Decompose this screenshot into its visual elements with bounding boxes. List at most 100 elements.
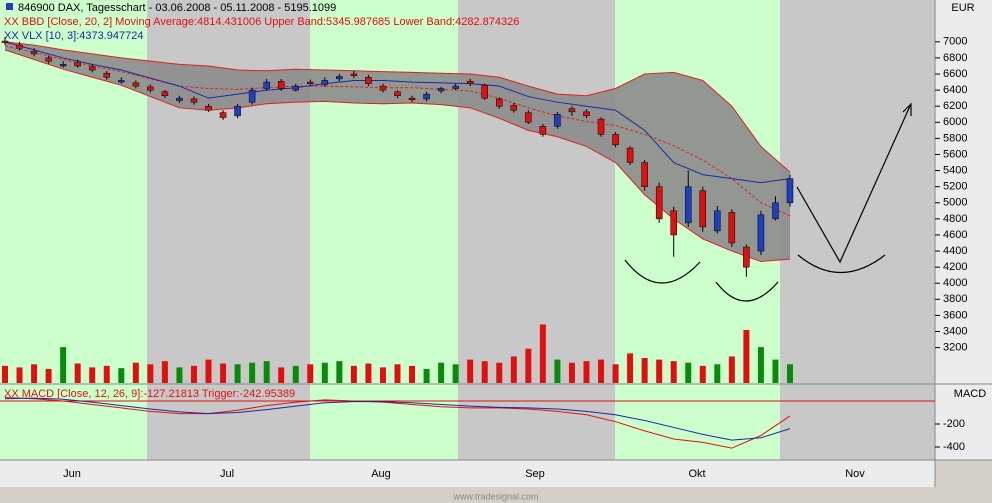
candle-body bbox=[321, 80, 329, 85]
volume-bar bbox=[583, 361, 590, 383]
volume-bar bbox=[568, 362, 575, 383]
volume-bar bbox=[336, 361, 343, 383]
volume-bar bbox=[350, 365, 357, 383]
volume-bar bbox=[45, 368, 52, 383]
candle-body bbox=[248, 89, 256, 103]
volume-bar bbox=[190, 365, 197, 383]
arc bbox=[624, 259, 701, 284]
volume-bar bbox=[205, 359, 212, 383]
y-tick-label: 6800 bbox=[943, 52, 967, 64]
volume-bar bbox=[74, 363, 81, 383]
band bbox=[310, 0, 458, 460]
upper-band bbox=[4, 41, 791, 173]
candle-body bbox=[539, 126, 547, 135]
y-tick-label: 4600 bbox=[943, 229, 967, 241]
macd-label: XX MACD [Close, 12, 26, 9]:-127.21813 Tr… bbox=[4, 388, 295, 400]
y2-tick-label: -200 bbox=[943, 418, 965, 430]
volume-bar bbox=[714, 364, 721, 383]
candle-body bbox=[714, 210, 721, 232]
volume-bar bbox=[409, 365, 416, 383]
candle-body bbox=[336, 76, 343, 80]
volume-bar bbox=[612, 364, 619, 383]
volume-bar bbox=[641, 358, 648, 383]
candle-body bbox=[147, 86, 154, 91]
vlx-line bbox=[4, 41, 791, 184]
candle-body bbox=[365, 76, 372, 84]
candle-body bbox=[684, 186, 692, 224]
candle-body bbox=[234, 105, 241, 117]
candle-body bbox=[1, 40, 9, 43]
right-axis-bg bbox=[935, 0, 992, 460]
y-tick-label: 4800 bbox=[943, 213, 967, 225]
volume-bar bbox=[772, 359, 779, 383]
volume-bar bbox=[787, 364, 793, 383]
volume-bar bbox=[307, 364, 314, 383]
macd-line bbox=[4, 397, 791, 449]
y-tick-label: 5400 bbox=[943, 164, 967, 176]
volume-bar bbox=[467, 359, 474, 383]
volume-bar bbox=[598, 359, 605, 383]
candle-body bbox=[132, 82, 140, 87]
x-tick-label: Aug bbox=[371, 468, 391, 480]
volume-bar bbox=[525, 348, 532, 383]
candle-body bbox=[728, 212, 736, 244]
x-tick-label: Okt bbox=[688, 468, 705, 480]
y-tick-label: 4200 bbox=[943, 261, 967, 273]
candle-body bbox=[583, 111, 590, 117]
volume-bar bbox=[539, 324, 546, 383]
y-tick-label: 6600 bbox=[943, 68, 967, 80]
x-tick-label: Jun bbox=[63, 468, 81, 480]
volume-bar bbox=[220, 363, 227, 383]
candle-body bbox=[59, 64, 67, 67]
volume-bar bbox=[656, 359, 663, 383]
volume-bar bbox=[379, 367, 386, 383]
candle-body bbox=[16, 44, 23, 49]
y-tick-label: 5600 bbox=[943, 148, 967, 160]
y-tick-label: 5000 bbox=[943, 197, 967, 209]
candle-body bbox=[655, 186, 663, 220]
x-tick-label: Nov bbox=[845, 468, 865, 480]
candle-body bbox=[626, 147, 634, 163]
volume-bar bbox=[496, 362, 503, 383]
bbd-label: XX BBD [Close, 20, 2] Moving Average:481… bbox=[4, 16, 519, 28]
volume-bar bbox=[234, 364, 241, 383]
volume-bar bbox=[321, 362, 328, 383]
volume-bar bbox=[16, 367, 23, 383]
vlx-label: XX VLX [10, 3]:4373.947724 bbox=[4, 30, 143, 42]
candle-body bbox=[452, 85, 459, 89]
trigger-line bbox=[4, 397, 791, 441]
candle-body bbox=[103, 72, 111, 78]
y-tick-label: 6000 bbox=[943, 116, 967, 128]
y-tick-label: 5800 bbox=[943, 132, 967, 144]
currency: EUR bbox=[951, 2, 974, 14]
volume-bar bbox=[89, 367, 96, 383]
candle-body bbox=[525, 112, 532, 123]
candle-body bbox=[743, 246, 750, 268]
x-tick-label: Jul bbox=[220, 468, 234, 480]
candle-body bbox=[205, 105, 212, 111]
volume-bar bbox=[554, 359, 561, 383]
y2-tick-label: -400 bbox=[943, 441, 965, 453]
candle-body bbox=[423, 93, 430, 100]
candle-body bbox=[597, 118, 605, 135]
footer: www.tradesignal.com bbox=[452, 491, 538, 501]
volume-bar bbox=[452, 364, 459, 383]
volume-bar bbox=[699, 365, 706, 383]
title: 846900 DAX, Tagesschart - 03.06.2008 - 0… bbox=[18, 2, 336, 14]
band-area bbox=[5, 41, 790, 262]
volume-bar bbox=[481, 361, 488, 383]
candle-body bbox=[292, 85, 299, 91]
arc bbox=[715, 281, 779, 302]
candle-body bbox=[408, 97, 416, 101]
candle-body bbox=[772, 202, 779, 220]
y-tick-label: 6400 bbox=[943, 84, 967, 96]
volume-bar bbox=[278, 367, 285, 383]
x-axis-bg bbox=[0, 460, 935, 487]
volume-bar bbox=[2, 365, 8, 383]
candle-body bbox=[699, 190, 707, 228]
candle-body bbox=[190, 98, 198, 103]
candle-body bbox=[510, 105, 518, 111]
candle-body bbox=[219, 112, 227, 118]
volume-bar bbox=[627, 353, 634, 383]
candle-body bbox=[394, 91, 401, 96]
